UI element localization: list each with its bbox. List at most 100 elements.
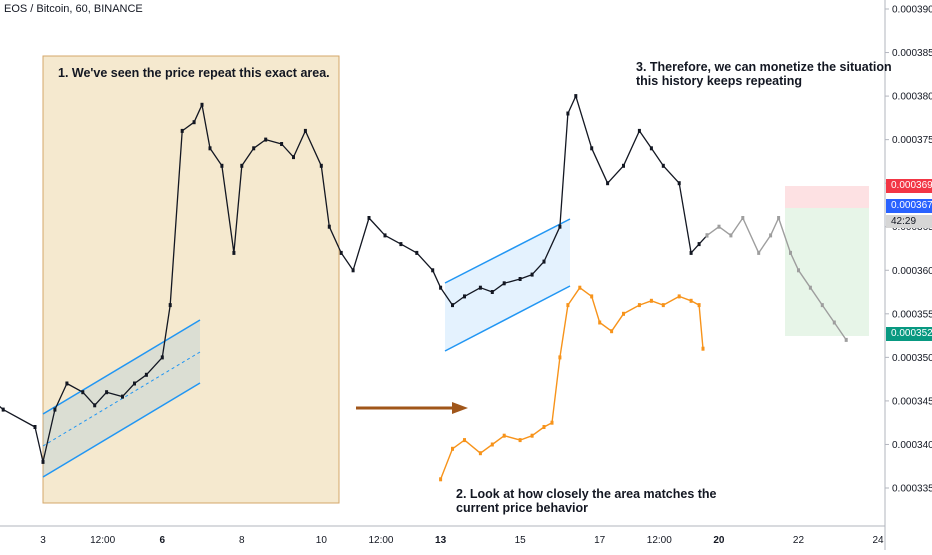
history-overlay-point	[478, 451, 482, 456]
price-point	[451, 303, 454, 308]
price-point	[160, 355, 164, 360]
target-price-tag: 0.0003528	[886, 327, 932, 341]
price-point	[383, 233, 387, 238]
history-overlay-point	[622, 311, 625, 316]
price-point	[463, 294, 466, 299]
price-point	[574, 94, 578, 99]
price-point	[637, 128, 641, 133]
history-channel-mid	[42, 351, 201, 447]
price-point	[558, 224, 562, 229]
price-point	[689, 250, 693, 255]
price-point	[220, 163, 224, 168]
price-point	[339, 250, 343, 255]
projection-point	[789, 250, 792, 255]
price-point	[208, 146, 212, 151]
price-point	[200, 102, 204, 107]
annotation-3-line-1: 3. Therefore, we can monetize the situat…	[636, 60, 892, 74]
history-overlay-point	[637, 303, 641, 308]
price-point	[168, 303, 172, 308]
current-channel-lower	[444, 285, 571, 352]
price-point	[661, 163, 665, 168]
price-point	[264, 137, 268, 142]
price-point	[649, 146, 653, 151]
annotation-3: 3. Therefore, we can monetize the situat…	[636, 60, 892, 88]
history-overlay-point	[542, 425, 546, 429]
price-point	[542, 259, 546, 264]
projection-point	[769, 233, 773, 238]
price-point	[439, 285, 443, 290]
chart-title: EOS / Bitcoin, 60, BINANCE	[4, 3, 143, 15]
price-point	[502, 281, 506, 286]
x-tick-label: 12:00	[647, 535, 672, 546]
history-overlay-point	[439, 477, 443, 482]
price-point	[367, 216, 371, 220]
price-point	[121, 394, 124, 399]
projection-point	[717, 224, 721, 229]
stop-price-tag: 0.0003696	[886, 179, 932, 193]
history-box	[42, 55, 340, 504]
price-point	[280, 142, 284, 146]
price-point	[518, 277, 522, 281]
projection-point	[808, 285, 812, 290]
price-point	[192, 120, 196, 125]
price-point	[93, 403, 97, 408]
x-tick-label: 17	[594, 535, 606, 546]
price-point	[240, 163, 244, 168]
projection-point	[820, 303, 824, 308]
price-point	[566, 111, 570, 116]
x-tick-label: 15	[515, 535, 527, 546]
price-point	[303, 128, 307, 133]
price-point	[1, 407, 5, 412]
x-tick-label: 10	[316, 535, 328, 546]
x-tick-label: 12:00	[368, 535, 393, 546]
history-overlay-point	[661, 303, 665, 308]
price-point	[41, 459, 45, 464]
history-overlay-point	[566, 303, 570, 308]
projection-point	[797, 268, 800, 273]
price-point	[677, 181, 681, 186]
price-point	[490, 290, 494, 294]
current-channel-fill	[445, 219, 570, 351]
price-point	[144, 372, 148, 377]
stop-loss-zone	[785, 186, 869, 208]
history-overlay-point	[689, 298, 693, 303]
x-tick-label: 24	[872, 535, 884, 546]
history-channel-upper	[42, 319, 201, 415]
price-point	[53, 407, 57, 412]
price-point	[292, 155, 295, 160]
x-tick-label: 13	[435, 535, 447, 546]
history-overlay-point	[677, 294, 681, 299]
annotation-1-text: 1. We've seen the price repeat this exac…	[58, 66, 330, 80]
projection-point	[832, 320, 836, 325]
annotation-2: 2. Look at how closely the area matches …	[456, 487, 717, 515]
series-history-overlay	[439, 287, 704, 480]
y-tick-label: 0.0003350	[892, 484, 932, 495]
price-point	[399, 242, 403, 247]
history-overlay-point	[463, 438, 466, 443]
annotation-2-line-2: current price behavior	[456, 501, 588, 515]
annotation-3-line-2: this history keeps repeating	[636, 74, 803, 88]
history-overlay-point	[451, 446, 454, 451]
x-tick-label: 20	[713, 535, 725, 546]
history-overlay-point	[518, 438, 522, 443]
price-point	[606, 181, 610, 186]
x-tick-label: 6	[160, 535, 166, 546]
price-point	[622, 163, 625, 168]
price-point	[478, 285, 482, 290]
price-point	[65, 381, 69, 386]
price-point	[697, 242, 701, 247]
arrow-head	[452, 402, 468, 414]
history-overlay-point	[578, 285, 582, 290]
history-overlay-point	[598, 320, 602, 325]
price-point	[232, 250, 236, 255]
projection-point	[741, 216, 745, 220]
x-tick-label: 8	[239, 535, 245, 546]
